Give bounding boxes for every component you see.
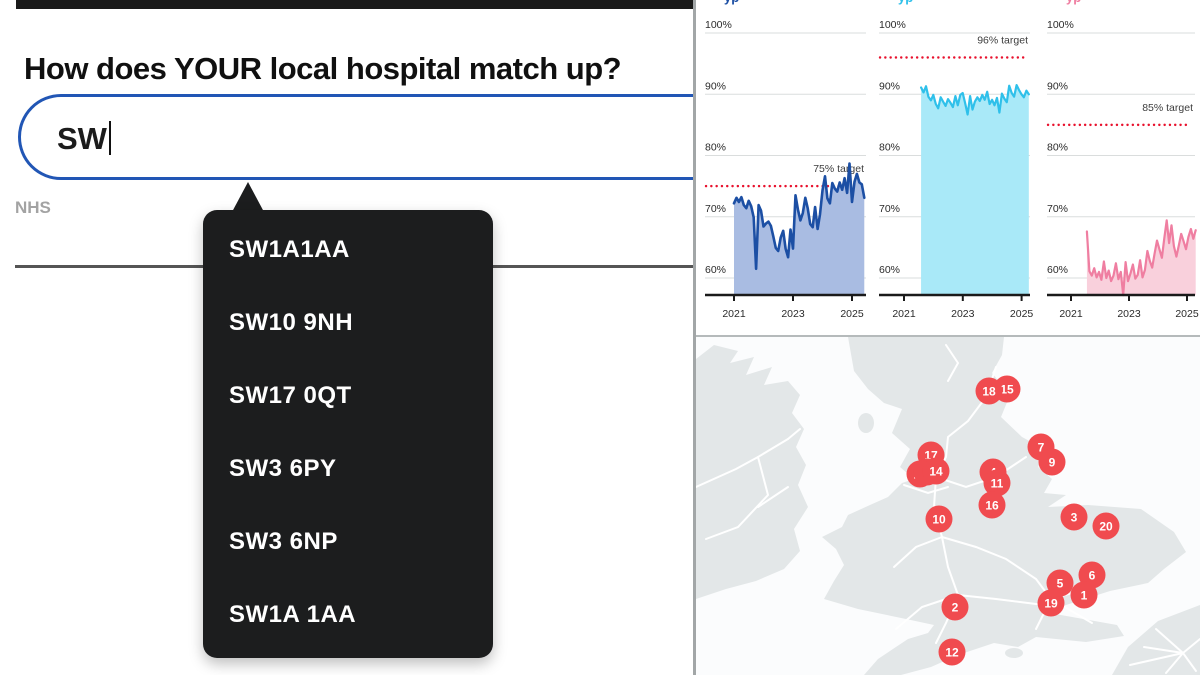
svg-text:2023: 2023 (1117, 308, 1141, 320)
svg-text:85% target: 85% target (1142, 102, 1193, 114)
text-caret (108, 121, 111, 155)
svg-text:90%: 90% (879, 80, 900, 92)
svg-text:12: 12 (945, 646, 959, 660)
map-marker-9[interactable]: 9 (1038, 448, 1066, 476)
svg-text:2023: 2023 (781, 308, 805, 320)
postcode-search-input[interactable]: SW (18, 94, 693, 180)
svg-text:60%: 60% (1047, 264, 1068, 276)
postcode-suggestion-dropdown: SW1A1AA SW10 9NH SW17 0QT SW3 6PY SW3 6NP SW1… (203, 210, 493, 658)
svg-text:100%: 100% (1047, 19, 1074, 31)
right-panel: yp100%90%80%70%60%75% target202120232025… (693, 0, 1200, 675)
map-marker-1[interactable]: 1 (1070, 581, 1098, 609)
svg-text:70%: 70% (1047, 203, 1068, 215)
suggestion-item[interactable]: SW10 9NH (229, 308, 354, 336)
svg-text:90%: 90% (705, 80, 726, 92)
svg-text:20: 20 (1099, 520, 1113, 534)
svg-text:3: 3 (1071, 511, 1078, 525)
svg-text:2025: 2025 (1175, 308, 1199, 320)
suggestion-item[interactable]: SW1A1AA (229, 235, 350, 263)
svg-text:2025: 2025 (1010, 308, 1034, 320)
hospital-map-panel: 1518791713814411161032065119212 (696, 337, 1200, 675)
suggestion-item[interactable]: SW17 0QT (229, 381, 352, 409)
postcode-search-panel: How does YOUR local hospital match up? S… (15, 0, 693, 658)
search-input-value: SW (57, 121, 111, 157)
source-label: NHS (15, 198, 51, 217)
svg-text:60%: 60% (705, 264, 726, 276)
svg-text:90%: 90% (1047, 80, 1068, 92)
svg-text:18: 18 (982, 385, 996, 399)
map-marker-12[interactable]: 12 (938, 638, 966, 666)
chart-3: yp 100% 90% 80% 70% 60% 85% target 2021 2023 2025 (1046, 0, 1199, 320)
map-ireland (696, 345, 808, 599)
svg-text:2021: 2021 (892, 308, 916, 320)
top-border-bar (16, 0, 693, 9)
svg-text:5: 5 (1057, 577, 1064, 591)
svg-text:2025: 2025 (840, 308, 864, 320)
svg-text:2023: 2023 (951, 308, 975, 320)
map-isle-of-man (858, 413, 874, 433)
suggestion-item[interactable]: SW3 6NP (229, 527, 338, 555)
map-marker-10[interactable]: 10 (925, 505, 953, 533)
svg-text:19: 19 (1044, 597, 1058, 611)
suggestion-item[interactable]: SW1A 1AA (229, 600, 357, 628)
performance-charts-panel: yp100%90%80%70%60%75% target202120232025… (696, 0, 1200, 337)
svg-text:yp: yp (724, 0, 739, 5)
svg-text:10: 10 (932, 513, 946, 527)
map-marker-19[interactable]: 19 (1037, 589, 1065, 617)
map-marker-20[interactable]: 20 (1092, 512, 1120, 540)
map-marker-2[interactable]: 2 (941, 593, 969, 621)
svg-text:70%: 70% (705, 203, 726, 215)
svg-text:15: 15 (1000, 383, 1014, 397)
svg-text:2021: 2021 (722, 308, 746, 320)
svg-text:96% target: 96% target (977, 35, 1028, 47)
chart-2: yp 100% 90% 80% 70% 60% 96% target 2021 2023 2025 (878, 0, 1034, 320)
svg-text:2: 2 (952, 601, 959, 615)
england-hospital-map: 1518791713814411161032065119212 (696, 337, 1200, 675)
svg-text:80%: 80% (1047, 142, 1068, 154)
svg-text:14: 14 (929, 465, 943, 479)
svg-text:6: 6 (1089, 569, 1096, 583)
svg-text:1: 1 (1081, 589, 1088, 603)
svg-text:100%: 100% (879, 19, 906, 31)
map-marker-18[interactable]: 18 (975, 377, 1003, 405)
svg-text:100%: 100% (705, 19, 732, 31)
map-marker-11[interactable]: 11 (983, 469, 1011, 497)
map-marker-14[interactable]: 14 (922, 457, 950, 485)
page-title: How does YOUR local hospital match up? (24, 50, 622, 86)
svg-text:80%: 80% (705, 142, 726, 154)
map-marker-16[interactable]: 16 (978, 491, 1006, 519)
svg-text:16: 16 (985, 499, 999, 513)
svg-text:9: 9 (1049, 456, 1056, 470)
svg-text:7: 7 (1038, 441, 1045, 455)
svg-text:2021: 2021 (1059, 308, 1083, 320)
svg-text:yp: yp (1066, 0, 1081, 5)
map-marker-3[interactable]: 3 (1060, 503, 1088, 531)
suggestion-item[interactable]: SW3 6PY (229, 454, 337, 482)
svg-text:70%: 70% (879, 203, 900, 215)
svg-text:11: 11 (991, 477, 1004, 491)
dropdown-pointer (232, 182, 264, 212)
performance-charts: yp100%90%80%70%60%75% target202120232025… (704, 0, 1199, 320)
svg-text:80%: 80% (879, 142, 900, 154)
svg-text:yp: yp (898, 0, 913, 5)
svg-text:60%: 60% (879, 264, 900, 276)
map-isle-of-wight (1005, 648, 1023, 658)
